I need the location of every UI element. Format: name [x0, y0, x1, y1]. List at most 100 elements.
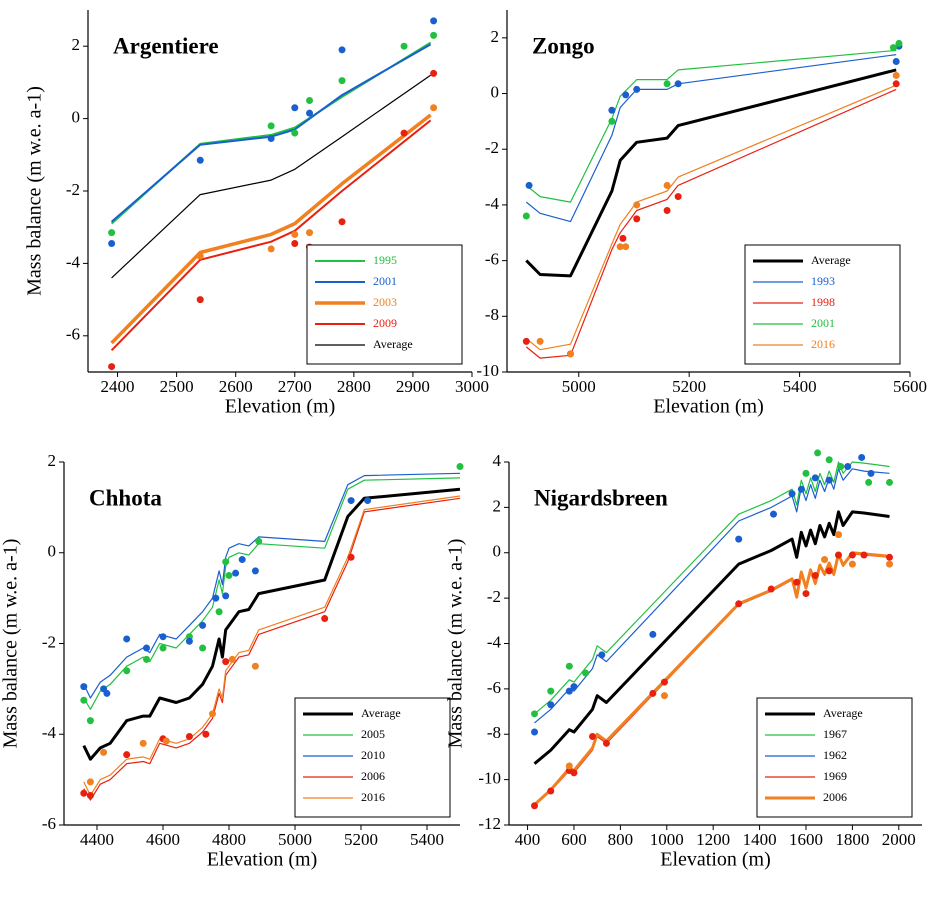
x-tick-label: 5400 — [783, 377, 817, 396]
series-line — [83, 497, 461, 801]
series-line — [111, 74, 431, 279]
observation-point — [306, 97, 314, 104]
x-tick-label: 5200 — [672, 377, 706, 396]
observation-point — [347, 497, 355, 505]
observation-point — [306, 109, 314, 117]
observation-point — [821, 556, 829, 564]
observation-point — [531, 710, 539, 718]
observation-point — [674, 80, 682, 88]
observation-point — [844, 463, 852, 471]
observation-point — [767, 585, 775, 593]
observation-point — [347, 553, 355, 561]
observation-point — [86, 778, 94, 786]
observation-point — [123, 667, 131, 675]
observation-point — [892, 58, 900, 66]
observation-point — [430, 31, 438, 39]
observation-point — [196, 252, 204, 260]
legend-label: 2010 — [361, 748, 385, 762]
x-tick-label: 2700 — [278, 377, 312, 396]
observation-point — [222, 658, 230, 666]
observation-point — [797, 485, 805, 493]
observation-point — [566, 350, 574, 358]
series-line — [110, 113, 432, 345]
legend-label: Average — [811, 253, 851, 267]
y-tick-label: -8 — [487, 723, 501, 742]
legend-label: Average — [823, 706, 863, 720]
x-tick-label: 5000 — [278, 830, 312, 849]
observation-point — [547, 787, 555, 795]
observation-point — [608, 106, 616, 114]
y-tick-label: -4 — [485, 194, 500, 213]
observation-point — [80, 696, 88, 704]
series-line — [82, 487, 461, 761]
x-axis-label: Elevation (m) — [207, 849, 318, 871]
y-tick-label: -6 — [487, 678, 501, 697]
observation-point — [291, 129, 299, 137]
panel: -12 -10 -8 -6 -4 -2 0 2 4 400 600 800 1000 1200 1400 16… — [445, 449, 922, 871]
observation-point — [338, 46, 346, 54]
observation-point — [143, 655, 150, 663]
observation-point — [103, 689, 111, 697]
observation-point — [825, 456, 833, 464]
observation-point — [215, 608, 223, 616]
series-line — [525, 54, 897, 223]
x-tick-label: 2500 — [160, 377, 194, 396]
observation-point — [159, 644, 167, 652]
y-tick-label: 4 — [493, 451, 502, 470]
legend-label: 1967 — [823, 727, 847, 741]
x-tick-label: 5000 — [562, 377, 596, 396]
observation-point — [139, 739, 147, 747]
observation-point — [212, 594, 220, 602]
observation-point — [633, 85, 641, 93]
observation-point — [306, 229, 314, 237]
x-axis-label: Elevation (m) — [660, 849, 771, 871]
observation-point — [582, 669, 590, 677]
observation-point — [802, 590, 810, 598]
observation-point — [886, 560, 894, 568]
observation-point — [338, 77, 346, 85]
panel: -6 -4 -2 0 2 2400 2500 2600 2700 2800 2900 3000 Elev… — [24, 10, 489, 418]
observation-point — [338, 218, 346, 226]
series-line — [533, 510, 890, 765]
y-tick-label: -6 — [42, 814, 56, 833]
x-tick-label: 1000 — [650, 830, 684, 849]
observation-point — [267, 122, 275, 130]
observation-point — [788, 490, 796, 498]
panel: -10 -8 -6 -4 -2 0 2 5000 5200 5400 5600 Elevation (… — [476, 10, 927, 418]
legend-label: 2001 — [811, 316, 835, 330]
observation-point — [251, 662, 259, 670]
observation-point — [547, 687, 555, 695]
observation-point — [892, 71, 900, 79]
observation-point — [291, 239, 299, 247]
series-line — [110, 41, 432, 225]
observation-point — [255, 537, 263, 545]
y-tick-label: 0 — [491, 82, 500, 101]
observation-point — [858, 453, 866, 461]
observation-point — [811, 571, 819, 579]
series-line — [525, 88, 897, 359]
x-tick-label: 2900 — [396, 377, 430, 396]
y-tick-label: -8 — [485, 305, 499, 324]
observation-point — [531, 728, 539, 736]
observation-point — [565, 762, 573, 770]
series-line — [110, 119, 432, 351]
observation-point — [267, 135, 275, 143]
observation-point — [802, 469, 810, 477]
x-tick-label: 5600 — [893, 377, 927, 396]
observation-point — [123, 751, 131, 759]
observation-point — [162, 737, 170, 745]
observation-point — [811, 474, 819, 482]
observation-point — [228, 655, 236, 663]
x-tick-label: 4800 — [212, 830, 246, 849]
observation-point — [80, 683, 88, 691]
observation-point — [430, 17, 438, 25]
y-axis-label: Mass balance (m w.e. a-1) — [24, 86, 46, 296]
series-line — [534, 468, 890, 724]
x-tick-label: 5200 — [344, 830, 378, 849]
observation-point — [456, 463, 464, 471]
observation-point — [565, 662, 573, 670]
observation-point — [619, 234, 627, 242]
x-tick-label: 4600 — [146, 830, 180, 849]
x-tick-label: 2400 — [101, 377, 135, 396]
x-axis-label: Elevation (m) — [225, 396, 336, 418]
